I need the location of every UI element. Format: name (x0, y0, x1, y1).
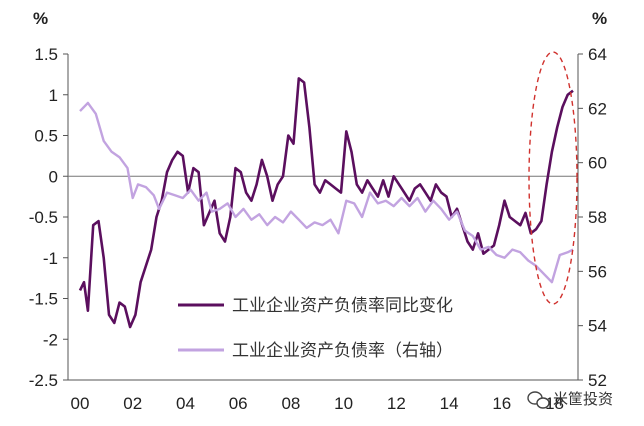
x-tick-label: 10 (334, 394, 353, 413)
right-tick-label: 62 (588, 99, 607, 118)
x-tick-label: 12 (387, 394, 406, 413)
x-tick-label: 00 (71, 394, 90, 413)
x-tick-label: 08 (281, 394, 300, 413)
right-tick-label: 52 (588, 371, 607, 390)
left-tick-label: -0.5 (29, 208, 58, 227)
left-tick-label: -2 (43, 330, 58, 349)
right-tick-label: 54 (588, 317, 607, 336)
x-tick-label: 02 (123, 394, 142, 413)
right-tick-label: 64 (588, 45, 607, 64)
left-tick-label: 1.5 (34, 45, 58, 64)
watermark-text: 米筐投资 (553, 390, 613, 408)
annotation-layer (528, 51, 578, 305)
legend-label: 工业企业资产负债率（右轴） (232, 341, 453, 361)
right-tick-label: 60 (588, 154, 607, 173)
left-axis-unit: % (33, 9, 48, 28)
x-tick-label: 06 (229, 394, 248, 413)
left-tick-label: 1 (49, 86, 58, 105)
series-line-yoy-change (78, 77, 574, 329)
x-tick-label: 04 (176, 394, 195, 413)
right-tick-label: 58 (588, 208, 607, 227)
left-tick-label: -1 (43, 249, 58, 268)
x-tick-label: 18 (545, 394, 564, 413)
x-tick-label: 16 (492, 394, 511, 413)
legend-label: 工业企业资产负债率同比变化 (232, 296, 453, 316)
left-tick-label: -1.5 (29, 290, 58, 309)
x-tick-label: 14 (440, 394, 459, 413)
right-tick-label: 56 (588, 262, 607, 281)
left-tick-label: 0 (49, 167, 58, 186)
series-layer (78, 77, 574, 329)
left-tick-label: -2.5 (29, 371, 58, 390)
highlight-ellipse (528, 51, 578, 305)
series-line-debt-ratio (79, 101, 574, 284)
watermark: 米筐投资 (527, 390, 613, 409)
wechat-icon (527, 391, 550, 409)
axes: 1.5 1 0.5 0 -0.5 -1 -1.5 -2 -2.5 64 62 60 58 56 54 52 00… (29, 45, 607, 413)
right-axis-unit: % (592, 9, 607, 28)
left-tick-label: 0.5 (34, 127, 58, 146)
